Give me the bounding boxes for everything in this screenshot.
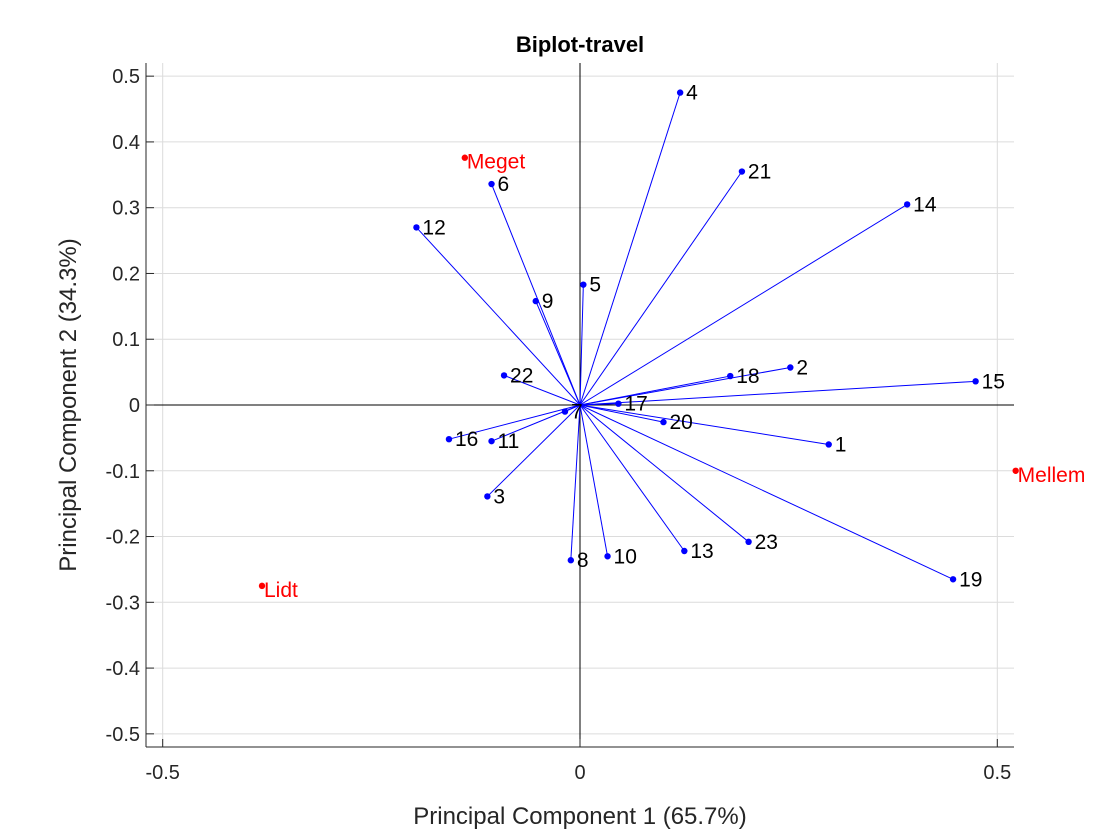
vector-label-13: 13 [690,540,713,563]
vector-point-13 [681,547,688,555]
vector-line-13 [579,404,685,552]
vector-label-21: 21 [748,161,771,184]
axis-ticks: -0.5 0 0.5 0.5 0.4 0.3 0.2 0.1 0 -0.1 -0.2 -0.3 -0.4… [106,66,1012,784]
loading-vectors [416,92,976,580]
vector-label-18: 18 [736,365,759,388]
vector-label-2: 2 [796,357,808,380]
vector-point-20 [660,418,667,426]
vector-label-4: 4 [686,82,698,105]
vector-points [258,89,1019,590]
x-tick-label: -0.5 [145,762,179,784]
variable-point-mellem [1012,467,1019,474]
y-tick-label: -0.1 [106,461,140,483]
vector-line-8 [570,404,581,561]
vector-line-12 [416,227,581,406]
point-labels: 1234567891011121314151617181920212223Meg… [264,82,1085,602]
vector-label-6: 6 [498,173,510,196]
y-tick-label: 0.3 [112,198,140,220]
vector-label-22: 22 [510,364,533,387]
vector-label-1: 1 [835,433,847,456]
vector-label-11: 11 [498,430,520,453]
y-tick-label: -0.5 [106,724,140,746]
vector-line-17 [579,403,619,406]
vector-point-16 [445,436,453,443]
variable-point-meget [461,154,469,161]
vector-point-5 [580,281,587,288]
vector-point-22 [500,372,508,379]
y-tick-label: 0.1 [112,329,140,351]
vector-label-23: 23 [755,531,778,554]
vector-point-18 [727,372,734,380]
y-tick-label: -0.2 [106,527,140,549]
vector-label-9: 9 [542,290,554,313]
y-axis-label: Principal Component 2 (34.3%) [55,238,82,572]
y-tick-label: 0.2 [112,263,140,285]
vector-label-12: 12 [422,216,445,239]
vector-line-16 [448,404,581,440]
vector-line-15 [579,380,976,406]
y-tick-label: 0.5 [112,66,140,88]
vector-label-19: 19 [959,568,982,591]
vector-line-9 [535,300,581,406]
vector-label-16: 16 [455,428,478,451]
vector-label-17: 17 [624,393,647,416]
variable-point-lidt [258,582,266,590]
vector-line-21 [579,171,743,406]
vector-point-19 [949,576,957,583]
vector-line-14 [579,203,908,406]
vector-point-7 [561,408,569,415]
vector-line-3 [487,404,581,497]
y-tick-label: -0.4 [106,658,140,680]
y-tick-label: 0 [129,395,140,417]
vector-point-4 [676,89,684,96]
vector-point-17 [615,400,622,407]
vector-point-8 [567,557,575,564]
vector-label-7: 7 [571,401,583,424]
y-tick-label: -0.3 [106,592,140,614]
variable-label-meget: Meget [467,151,526,174]
vector-point-10 [604,553,611,560]
vector-line-4 [579,92,681,406]
variable-label-lidt: Lidt [264,579,298,602]
x-tick-label: 0.5 [983,762,1011,784]
vector-label-3: 3 [493,485,505,508]
vector-line-18 [579,375,731,406]
vector-label-20: 20 [669,411,692,434]
vector-line-23 [579,404,749,543]
vector-point-12 [413,224,420,231]
x-axis-label: Principal Component 1 (65.7%) [413,803,747,830]
vector-point-9 [532,297,539,305]
vector-line-1 [579,404,829,445]
vector-point-6 [488,180,495,188]
vector-point-2 [787,364,794,371]
vector-line-5 [579,284,584,406]
vector-point-11 [488,437,495,445]
vector-point-3 [484,493,491,500]
vector-line-10 [579,404,609,557]
vector-line-6 [491,183,581,406]
vector-point-23 [745,538,752,545]
x-tick-label: 0 [574,762,585,784]
vector-label-5: 5 [589,274,601,297]
chart-title: Biplot-travel [516,32,644,57]
vector-label-14: 14 [913,193,937,216]
vector-line-22 [503,374,581,406]
vector-label-8: 8 [577,549,589,572]
vector-line-19 [579,404,954,580]
y-tick-label: 0.4 [112,132,140,154]
vector-point-15 [972,378,979,385]
vector-label-15: 15 [982,370,1005,393]
vector-point-21 [738,168,746,175]
vector-label-10: 10 [614,545,637,568]
variable-label-mellem: Mellem [1018,464,1086,487]
vector-point-14 [903,201,911,208]
vector-line-20 [579,404,664,423]
vector-point-1 [825,441,832,448]
